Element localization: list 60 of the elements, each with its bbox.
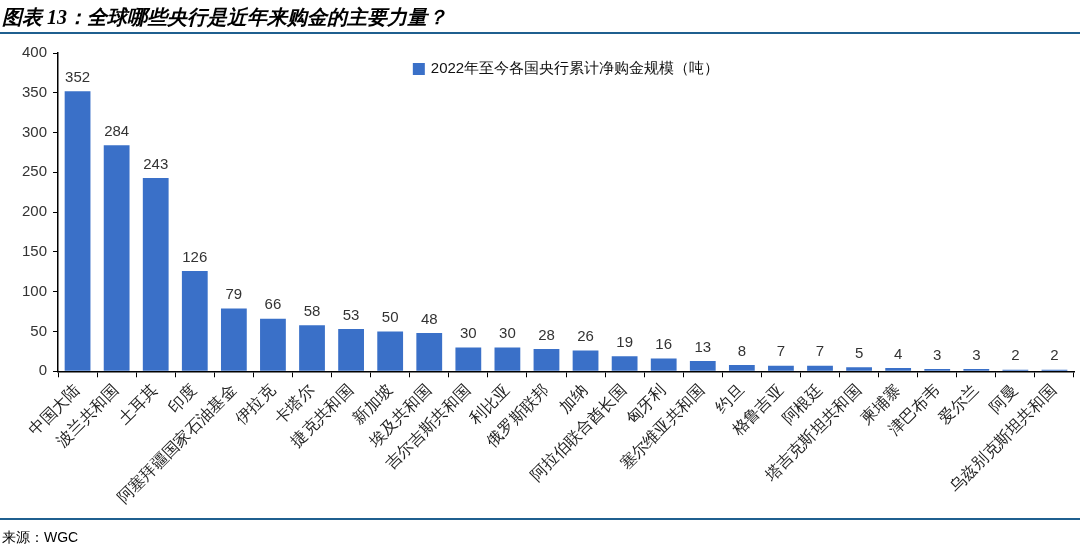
bar — [533, 349, 560, 371]
data-label: 2 — [1050, 346, 1059, 364]
bar — [807, 365, 833, 371]
y-tick-label: 200 — [22, 202, 48, 220]
data-label: 2 — [1011, 346, 1020, 364]
bar — [181, 271, 208, 371]
bar — [885, 368, 912, 371]
data-label: 26 — [577, 327, 594, 345]
bar — [377, 331, 404, 371]
y-tick-label: 150 — [22, 242, 48, 260]
bar — [689, 360, 716, 371]
data-label: 4 — [893, 344, 903, 362]
data-label: 3 — [972, 345, 981, 363]
data-label: 30 — [499, 324, 516, 342]
data-label: 50 — [381, 308, 399, 326]
data-label: 28 — [538, 325, 555, 343]
data-label: 352 — [65, 67, 91, 85]
y-tick-label: 400 — [22, 43, 48, 61]
bar — [572, 350, 599, 371]
y-tick-label: 100 — [22, 281, 48, 299]
legend-label: 2022年至今各国央行累计净购金规模（吨） — [430, 59, 720, 77]
data-label: 53 — [342, 305, 360, 323]
data-label: 13 — [694, 337, 712, 355]
data-label: 19 — [616, 332, 633, 350]
data-label: 5 — [854, 343, 864, 361]
data-label: 79 — [225, 285, 243, 303]
data-label: 7 — [776, 342, 786, 360]
bar — [416, 333, 443, 371]
bar — [260, 318, 286, 371]
chart-title: 图表 13：全球哪些央行是近年来购金的主要力量？ — [0, 0, 1080, 34]
data-label: 48 — [420, 309, 438, 327]
bar — [103, 145, 130, 371]
bar — [611, 356, 638, 371]
bar — [220, 308, 247, 371]
y-tick-label: 300 — [22, 122, 48, 140]
bar — [650, 358, 677, 371]
data-label: 3 — [933, 345, 942, 363]
data-label: 7 — [815, 342, 825, 360]
data-label: 30 — [459, 324, 477, 342]
source-note: 来源：WGC — [2, 529, 79, 545]
bar — [64, 91, 91, 371]
data-label: 126 — [182, 247, 208, 265]
bar — [299, 325, 325, 371]
data-label: 243 — [143, 154, 169, 172]
y-tick-label: 250 — [22, 162, 48, 180]
y-tick-label: 50 — [30, 321, 48, 339]
data-label: 284 — [104, 121, 130, 139]
bar — [768, 365, 794, 371]
data-label: 8 — [737, 341, 747, 359]
data-label: 66 — [264, 295, 282, 313]
bar — [338, 329, 364, 371]
bar — [494, 347, 521, 371]
y-tick-label: 350 — [22, 82, 48, 100]
bar — [455, 347, 482, 371]
data-label: 16 — [655, 335, 673, 353]
y-tick-label: 0 — [38, 361, 48, 379]
data-label: 58 — [303, 301, 321, 319]
bar — [142, 177, 169, 371]
bar — [846, 367, 872, 371]
bar — [728, 364, 755, 371]
